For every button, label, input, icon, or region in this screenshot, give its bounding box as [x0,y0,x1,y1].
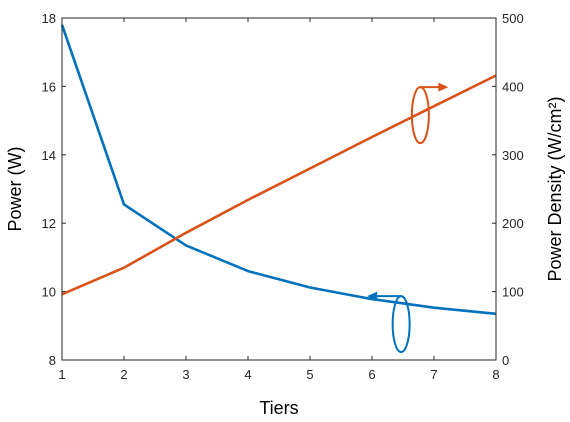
axis-ticks [61,17,497,361]
left-y-tick-label: 12 [42,216,56,231]
marker-ellipse [391,295,411,354]
marker-arrow-head [438,82,449,92]
x-tick-label: 6 [368,367,375,382]
left-y-tick-label: 16 [42,79,56,94]
right-y-tick-label: 100 [502,285,524,300]
plot-frame [61,17,497,361]
left-y-tick-label: 10 [42,285,56,300]
left-y-axis-title: Power (W) [5,147,25,232]
power-density-series-line [61,74,497,296]
right-y-tick-label: 0 [502,353,509,368]
right-y-tick-label: 500 [502,11,524,26]
chart-annotations [367,82,449,354]
power-curve-marker [367,291,411,354]
left-y-tick-label: 8 [49,353,56,368]
density-curve-marker [410,82,449,145]
x-tick-label: 7 [430,367,437,382]
power-series-line [60,24,497,316]
x-axis-title: Tiers [259,398,298,418]
right-y-tick-label: 300 [502,148,524,163]
x-tick-label: 2 [120,367,127,382]
x-tick-label: 8 [492,367,499,382]
left-y-tick-label: 18 [42,11,56,26]
x-tick-label: 4 [244,367,251,382]
chart-series [60,24,497,316]
x-tick-label: 3 [182,367,189,382]
x-tick-label: 1 [58,367,65,382]
right-y-tick-label: 400 [502,79,524,94]
right-y-tick-label: 200 [502,216,524,231]
marker-arrow-head [367,291,378,301]
left-y-tick-label: 14 [42,148,56,163]
right-y-axis-title: Power Density (W/cm²) [545,96,565,281]
x-tick-label: 5 [306,367,313,382]
